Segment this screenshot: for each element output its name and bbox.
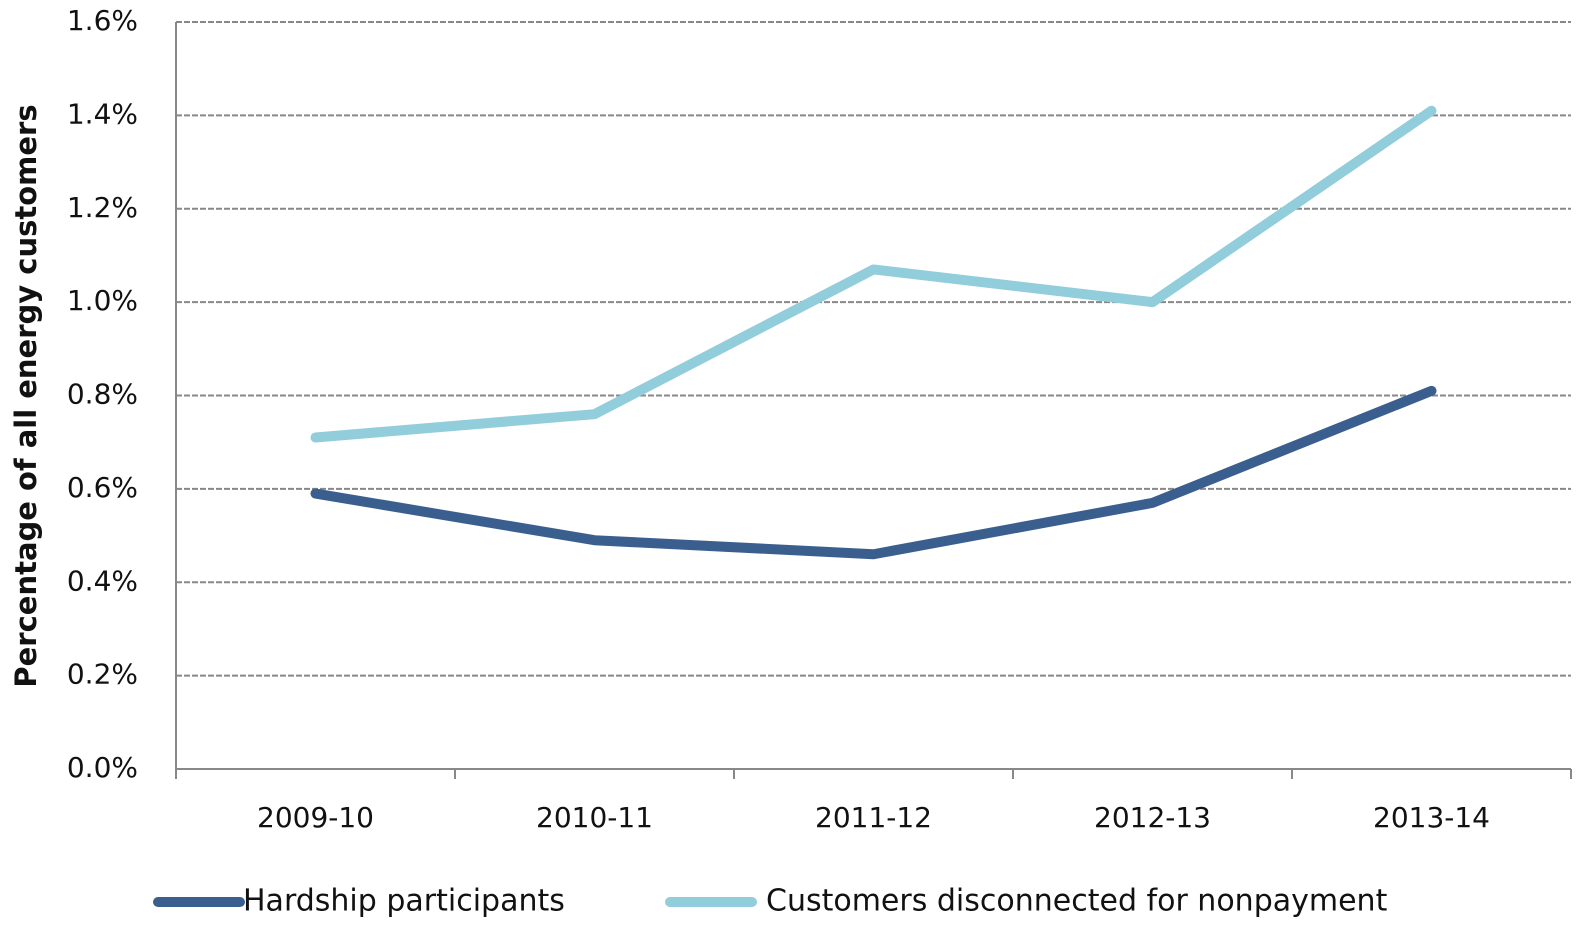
y-tick-label: 1.0% <box>67 284 138 317</box>
y-tick-label: 0.6% <box>67 471 138 504</box>
y-tick-label: 1.6% <box>67 4 138 37</box>
legend-label: Customers disconnected for nonpayment <box>766 884 1388 919</box>
series-line <box>310 385 1437 560</box>
series-line <box>310 105 1437 443</box>
y-tick-label: 0.0% <box>67 751 138 784</box>
y-tick-label: 0.8% <box>67 378 138 411</box>
legend-label: Hardship participants <box>243 884 565 919</box>
x-tick-label: 2009-10 <box>257 801 374 834</box>
y-tick-label: 1.2% <box>67 191 138 224</box>
x-tick-label: 2013-14 <box>1373 801 1490 834</box>
y-tick-label: 0.2% <box>67 658 138 691</box>
y-tick-label: 0.4% <box>67 564 138 597</box>
x-tick-label: 2010-11 <box>536 801 653 834</box>
y-axis-label: Percentage of all energy customers <box>9 104 43 687</box>
x-tick-label: 2011-12 <box>815 801 932 834</box>
y-tick-label: 1.4% <box>67 97 138 130</box>
x-tick-label: 2012-13 <box>1094 801 1211 834</box>
